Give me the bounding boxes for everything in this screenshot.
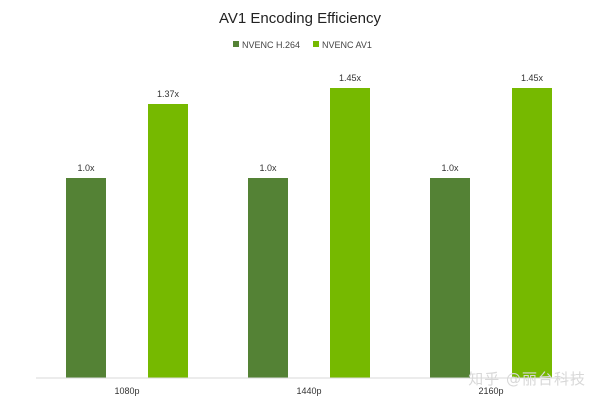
legend-swatch-1 bbox=[313, 41, 319, 47]
bar-1-1 bbox=[330, 88, 370, 378]
legend-swatch-0 bbox=[233, 41, 239, 47]
value-labels: 1.0x 1.37x 1.0x 1.45x 1.0x 1.45x bbox=[77, 73, 543, 173]
legend: NVENC H.264 NVENC AV1 bbox=[233, 40, 372, 50]
bar-1-2 bbox=[512, 88, 552, 378]
value-label-1-2: 1.45x bbox=[521, 73, 544, 83]
x-tick-label-2: 2160p bbox=[478, 386, 503, 396]
value-label-0-0: 1.0x bbox=[77, 163, 95, 173]
x-tick-label-0: 1080p bbox=[114, 386, 139, 396]
legend-label-0: NVENC H.264 bbox=[242, 40, 300, 50]
bar-1-0 bbox=[148, 104, 188, 378]
chart-title: AV1 Encoding Efficiency bbox=[219, 10, 382, 27]
watermark: 知乎 @丽台科技 bbox=[468, 370, 586, 388]
value-label-1-1: 1.45x bbox=[339, 73, 362, 83]
bar-0-2 bbox=[430, 178, 470, 378]
x-tick-label-1: 1440p bbox=[296, 386, 321, 396]
bar-0-0 bbox=[66, 178, 106, 378]
legend-label-1: NVENC AV1 bbox=[322, 40, 372, 50]
bar-0-1 bbox=[248, 178, 288, 378]
value-label-0-2: 1.0x bbox=[441, 163, 459, 173]
x-tick-labels: 1080p 1440p 2160p bbox=[114, 386, 503, 396]
value-label-1-0: 1.37x bbox=[157, 89, 180, 99]
bars bbox=[66, 88, 552, 378]
value-label-0-1: 1.0x bbox=[259, 163, 277, 173]
